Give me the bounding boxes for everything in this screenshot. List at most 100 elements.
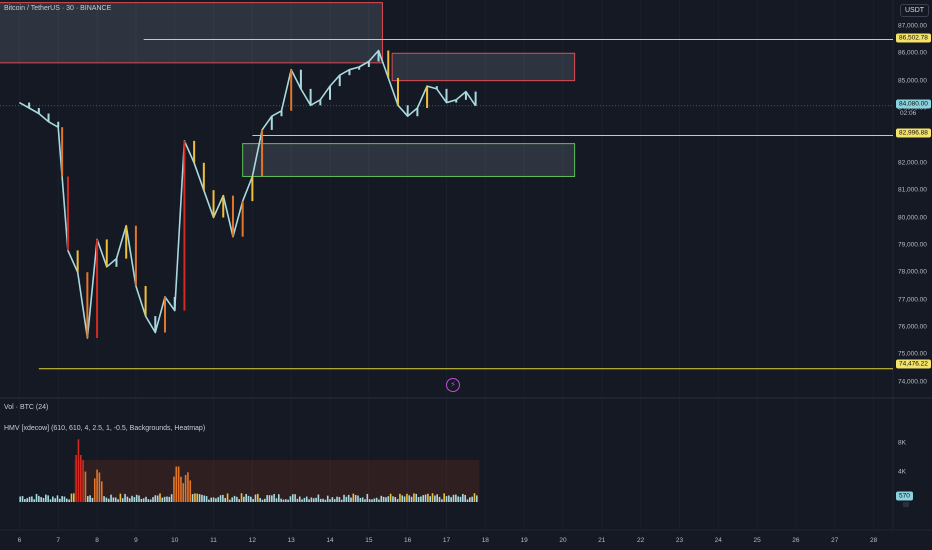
volume-indicator-label[interactable]: Vol · BTC (24) (4, 404, 49, 411)
volume-bar (63, 496, 66, 502)
volume-bar (168, 496, 171, 502)
supply-zone-1[interactable] (391, 52, 576, 82)
volume-bar (114, 497, 117, 502)
volume-bar (396, 498, 399, 502)
volume-bar (56, 495, 59, 502)
volume-bar (331, 497, 334, 502)
volume-bar (387, 496, 390, 502)
time-axis-label: 23 (675, 537, 684, 544)
volume-bar (455, 494, 457, 502)
symbol-title[interactable]: Bitcoin / TetherUS · 30 · BINANCE (4, 5, 112, 12)
volume-axis-8k: 8K (898, 439, 906, 447)
volume-bar (380, 495, 383, 502)
volume-bar (273, 494, 275, 502)
time-axis-label: 7 (56, 537, 61, 544)
volume-bar (319, 498, 322, 502)
volume-bar (301, 499, 303, 502)
heatmap-background (73, 460, 480, 502)
volume-bar (59, 498, 61, 502)
price-axis-label: 85,000.00 (898, 77, 927, 85)
volume-bar (182, 483, 185, 502)
volume-bar (47, 495, 49, 502)
volume-bar (361, 497, 364, 502)
volume-bar (180, 476, 182, 502)
volume-bar (196, 493, 199, 502)
volume-bar (322, 498, 324, 502)
heatmap-value-tag: 570 (896, 491, 913, 501)
volume-bar (403, 496, 406, 502)
volume-bar (371, 499, 373, 502)
price-axis-label: 75,000.00 (898, 350, 927, 358)
volume-bar (93, 478, 96, 502)
heatmap-indicator-label[interactable]: HMV [xdecow] (610, 610, 4, 2.5, 1, -0.5,… (4, 425, 206, 432)
price-axis-label: 87,000.00 (898, 22, 927, 30)
volume-bar (33, 499, 35, 502)
volume-bar (236, 496, 238, 502)
volume-bar (315, 497, 317, 502)
volume-bar (112, 497, 115, 502)
volume-bar (364, 499, 366, 502)
volume-bar (224, 498, 227, 502)
volume-bar (312, 498, 315, 502)
volume-bar (247, 495, 250, 502)
volume-bar (75, 455, 77, 502)
level-tag-82996: 82,996.88 (896, 128, 931, 138)
volume-bar (392, 496, 394, 502)
volume-bar (303, 497, 306, 502)
volume-bar (254, 494, 257, 502)
price-axis-label: 79,000.00 (898, 241, 927, 249)
volume-bar (289, 496, 292, 502)
price-axis-label: 78,000.00 (898, 268, 927, 276)
volume-bar (119, 493, 122, 502)
volume-bar (275, 498, 278, 502)
volume-bar (357, 495, 359, 502)
volume-bar (175, 466, 178, 502)
currency-button[interactable]: USDT (900, 4, 930, 17)
time-axis-label: 8 (95, 537, 99, 544)
volume-bar (84, 471, 87, 502)
time-axis-label: 19 (520, 537, 528, 544)
volume-bar (389, 493, 392, 502)
time-axis-label: 27 (831, 537, 839, 544)
volume-bar (82, 460, 84, 502)
demand-zone-2[interactable] (242, 143, 576, 177)
volume-bar (203, 495, 206, 502)
time-axis-label: 11 (210, 537, 217, 544)
supply-zone-0[interactable] (0, 2, 383, 64)
price-axis-label: 86,000.00 (898, 49, 927, 57)
volume-bar (431, 493, 434, 502)
volume-bar (145, 496, 147, 502)
volume-bar (100, 481, 103, 502)
lightning-icon[interactable]: ⚡ (446, 378, 460, 392)
volume-bar (277, 494, 280, 502)
volume-bar (105, 497, 108, 502)
volume-bar (282, 499, 285, 502)
volume-bar (86, 496, 89, 502)
volume-bar (340, 499, 343, 502)
volume-bar (284, 499, 287, 502)
volume-bar (271, 495, 273, 502)
volume-axis-4k: 4K (898, 468, 906, 476)
volume-bar (222, 494, 224, 502)
volume-bar (138, 495, 140, 502)
volume-bar (177, 466, 180, 502)
price-series-line[interactable] (19, 49, 477, 339)
volume-bar (42, 497, 45, 502)
volume-bar (408, 495, 411, 502)
volume-bar (131, 495, 133, 502)
time-axis-label: 20 (559, 537, 567, 544)
volume-bar (212, 497, 215, 502)
volume-bar (72, 493, 75, 502)
volume-bar (394, 496, 397, 502)
volume-bar (98, 472, 101, 502)
time-axis-label: 10 (171, 537, 179, 544)
volume-bar (103, 496, 105, 502)
volume-bar (124, 493, 126, 502)
volume-bar (436, 494, 439, 502)
volume-bar (266, 495, 268, 502)
heatmap-legend-swatch (903, 502, 909, 507)
volume-bar (154, 495, 157, 502)
volume-bar (45, 494, 47, 502)
volume-bar (110, 494, 112, 502)
